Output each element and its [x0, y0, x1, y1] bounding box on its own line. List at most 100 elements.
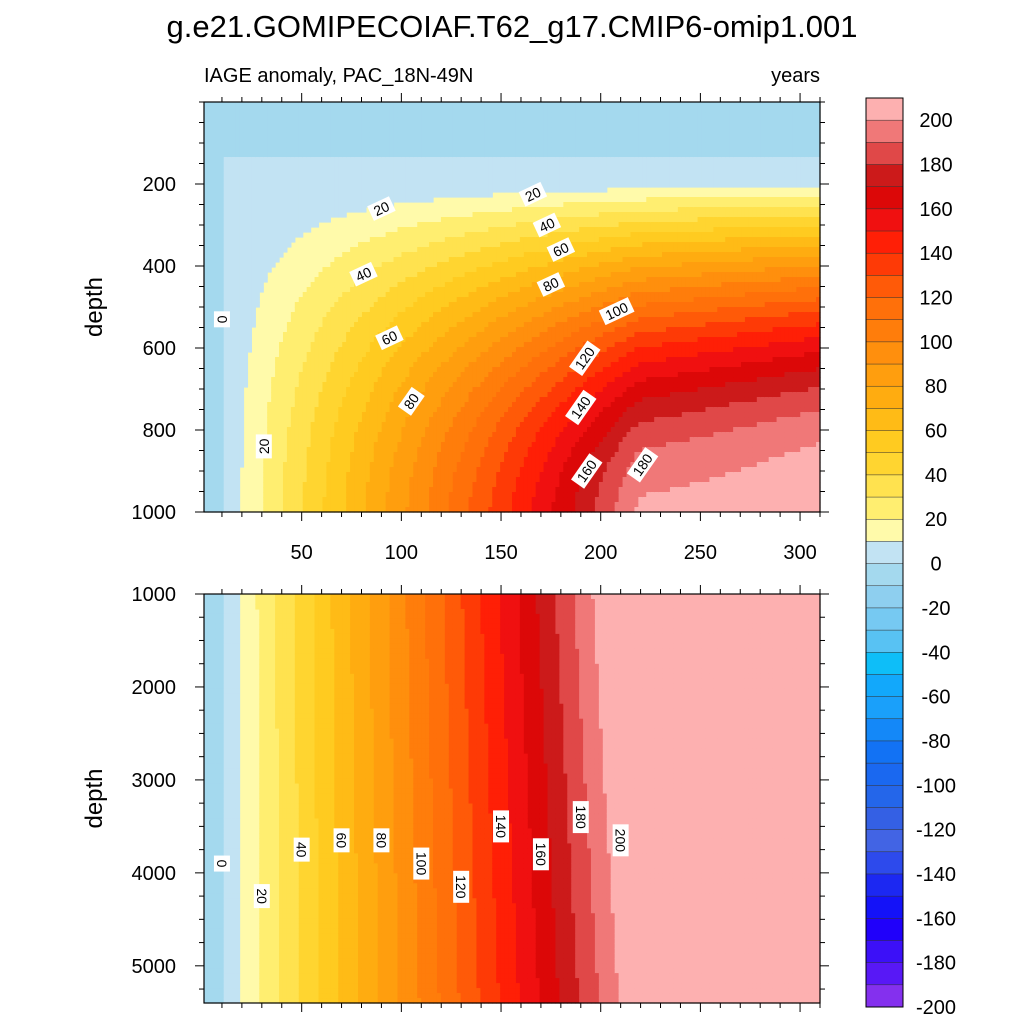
- contour-fill-cell: [235, 102, 241, 108]
- contour-fill-cell: [334, 132, 339, 138]
- contour-fill-cell: [211, 127, 217, 133]
- contour-fill-cell: [338, 207, 343, 213]
- contour-fill-cell: [444, 107, 450, 113]
- contour-fill-cell: [373, 372, 379, 378]
- contour-fill-cell: [275, 472, 280, 478]
- contour-fill-cell: [342, 367, 347, 373]
- contour-fill-cell: [247, 322, 252, 328]
- contour-fill-cell: [389, 357, 395, 363]
- contour-fill-cell: [279, 502, 284, 508]
- contour-fill-cell: [314, 417, 320, 423]
- contour-fill-cell: [381, 502, 387, 508]
- contour-fill-cell: [346, 297, 351, 303]
- contour-fill-cell: [235, 407, 241, 413]
- contour-fill-cell: [365, 367, 371, 373]
- contour-fill-cell: [306, 182, 312, 188]
- contour-fill-cell: [318, 167, 324, 173]
- contour-fill-cell: [275, 102, 280, 108]
- contour-fill-cell: [393, 292, 399, 298]
- contour-fill-cell: [354, 257, 359, 263]
- contour-fill-cell: [318, 332, 324, 338]
- contour-fill-cell: [385, 182, 391, 188]
- contour-fill-cell: [338, 297, 343, 303]
- contour-fill-cell: [306, 297, 312, 303]
- contour-fill-cell: [342, 422, 347, 428]
- contour-fill-cell: [290, 192, 296, 198]
- contour-fill-cell: [334, 352, 339, 358]
- contour-fill-cell: [448, 107, 454, 113]
- contour-fill-cell: [306, 132, 312, 138]
- contour-fill-cell: [338, 342, 343, 348]
- contour-fill-cell: [267, 132, 272, 138]
- contour-fill-cell: [350, 327, 355, 333]
- contour-fill-cell: [231, 407, 237, 413]
- contour-fill-cell: [464, 392, 470, 398]
- contour-fill-cell: [322, 162, 328, 168]
- contour-fill-cell: [235, 217, 241, 223]
- contour-fill-cell: [227, 347, 233, 353]
- contour-fill-cell: [358, 377, 363, 383]
- contour-fill-cell: [259, 102, 264, 108]
- contour-fill-cell: [346, 157, 351, 163]
- contour-fill-cell: [358, 492, 363, 498]
- contour-fill-cell: [290, 312, 296, 318]
- contour-fill-cell: [456, 502, 462, 508]
- contour-fill-cell: [207, 312, 213, 318]
- contour-fill-cell: [401, 462, 406, 468]
- contour-fill-cell: [358, 452, 363, 458]
- contour-fill-cell: [393, 237, 399, 243]
- contour-fill-cell: [314, 322, 320, 328]
- contour-fill-cell: [369, 162, 375, 168]
- contour-fill-cell: [373, 197, 379, 203]
- contour-fill-cell: [282, 417, 288, 423]
- contour-fill-cell: [464, 157, 470, 163]
- contour-fill-cell: [219, 267, 225, 273]
- contour-fill-cell: [389, 497, 395, 503]
- contour-fill-cell: [286, 107, 292, 113]
- contour-fill-cell: [397, 502, 403, 508]
- contour-fill-cell: [417, 437, 422, 443]
- contour-fill-cell: [204, 457, 209, 463]
- contour-fill-cell: [318, 377, 324, 383]
- contour-fill-cell: [342, 387, 347, 393]
- contour-fill-cell: [235, 507, 241, 513]
- contour-fill-cell: [342, 287, 347, 293]
- contour-fill-cell: [440, 507, 446, 513]
- contour-fill-cell: [231, 417, 237, 423]
- contour-fill-cell: [350, 347, 355, 353]
- contour-fill-cell: [298, 297, 304, 303]
- contour-fill-cell: [227, 407, 233, 413]
- contour-fill-cell: [452, 482, 458, 488]
- contour-fill-cell: [235, 182, 241, 188]
- contour-fill-cell: [215, 307, 221, 313]
- contour-fill-cell: [354, 367, 359, 373]
- contour-fill-cell: [243, 282, 249, 288]
- contour-fill-cell: [448, 392, 454, 398]
- contour-fill-cell: [385, 482, 391, 488]
- contour-fill-cell: [204, 362, 209, 368]
- contour-fill-cell: [310, 202, 316, 208]
- contour-fill-cell: [263, 217, 268, 223]
- contour-fill-cell: [294, 162, 300, 168]
- contour-fill-cell: [310, 142, 316, 148]
- contour-fill-cell: [472, 302, 478, 308]
- contour-fill-cell: [207, 122, 213, 128]
- contour-fill-cell: [448, 407, 454, 413]
- contour-fill-cell: [219, 242, 225, 248]
- contour-fill-cell: [235, 287, 241, 293]
- contour-fill-cell: [436, 132, 442, 138]
- contour-fill-cell: [369, 362, 375, 368]
- contour-fill-cell: [279, 437, 284, 443]
- contour-fill-cell: [472, 377, 478, 383]
- contour-fill-cell: [219, 477, 225, 483]
- contour-fill-cell: [223, 307, 229, 313]
- contour-fill-cell: [227, 332, 233, 338]
- contour-fill-cell: [282, 102, 288, 108]
- contour-fill-cell: [302, 227, 308, 233]
- contour-fill-cell: [452, 272, 458, 278]
- contour-fill-cell: [243, 107, 249, 113]
- contour-fill-cell: [223, 422, 229, 428]
- contour-fill-cell: [401, 237, 406, 243]
- contour-fill-cell: [223, 252, 229, 258]
- contour-fill-cell: [310, 457, 316, 463]
